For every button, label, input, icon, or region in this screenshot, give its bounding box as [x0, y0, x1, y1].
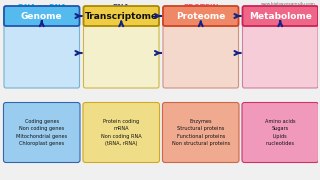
Text: RNA: RNA	[113, 4, 130, 10]
Text: Protein coding
mRNA
Non coding RNA
(tRNA, rRNA): Protein coding mRNA Non coding RNA (tRNA…	[101, 119, 141, 146]
FancyBboxPatch shape	[242, 102, 318, 163]
FancyBboxPatch shape	[4, 102, 80, 163]
Text: PROTEIN: PROTEIN	[183, 4, 219, 10]
Text: Transcriptome: Transcriptome	[85, 12, 158, 21]
FancyBboxPatch shape	[163, 18, 238, 88]
FancyBboxPatch shape	[163, 6, 238, 26]
Text: Proteome: Proteome	[176, 12, 225, 21]
Text: DNA or RNA: DNA or RNA	[18, 4, 66, 10]
Text: Enzymes
Structural proteins
Functional proteins
Non structural proteins: Enzymes Structural proteins Functional p…	[172, 119, 230, 146]
FancyBboxPatch shape	[84, 18, 159, 88]
Text: Coding genes
Non coding genes
Mitochondrial genes
Chloroplast genes: Coding genes Non coding genes Mitochondr…	[16, 119, 67, 146]
Text: Genome: Genome	[21, 12, 62, 21]
FancyBboxPatch shape	[163, 102, 239, 163]
FancyBboxPatch shape	[243, 6, 318, 26]
FancyBboxPatch shape	[4, 6, 79, 26]
FancyBboxPatch shape	[84, 6, 159, 26]
Text: Metabolome: Metabolome	[249, 12, 312, 21]
Text: Amino acids
Sugars
Lipids
nucleotides: Amino acids Sugars Lipids nucleotides	[265, 119, 295, 146]
FancyBboxPatch shape	[243, 18, 318, 88]
Text: www.biologyexams4u.com: www.biologyexams4u.com	[261, 2, 316, 6]
FancyBboxPatch shape	[83, 102, 159, 163]
FancyBboxPatch shape	[4, 18, 79, 88]
